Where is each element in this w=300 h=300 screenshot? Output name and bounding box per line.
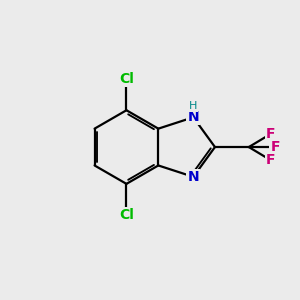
Text: Cl: Cl xyxy=(119,208,134,222)
Text: F: F xyxy=(271,140,280,154)
Text: Cl: Cl xyxy=(119,72,134,86)
Text: H: H xyxy=(189,101,197,111)
Text: F: F xyxy=(266,153,276,167)
Text: F: F xyxy=(266,127,276,141)
Text: N: N xyxy=(188,110,199,124)
Text: N: N xyxy=(188,170,199,184)
